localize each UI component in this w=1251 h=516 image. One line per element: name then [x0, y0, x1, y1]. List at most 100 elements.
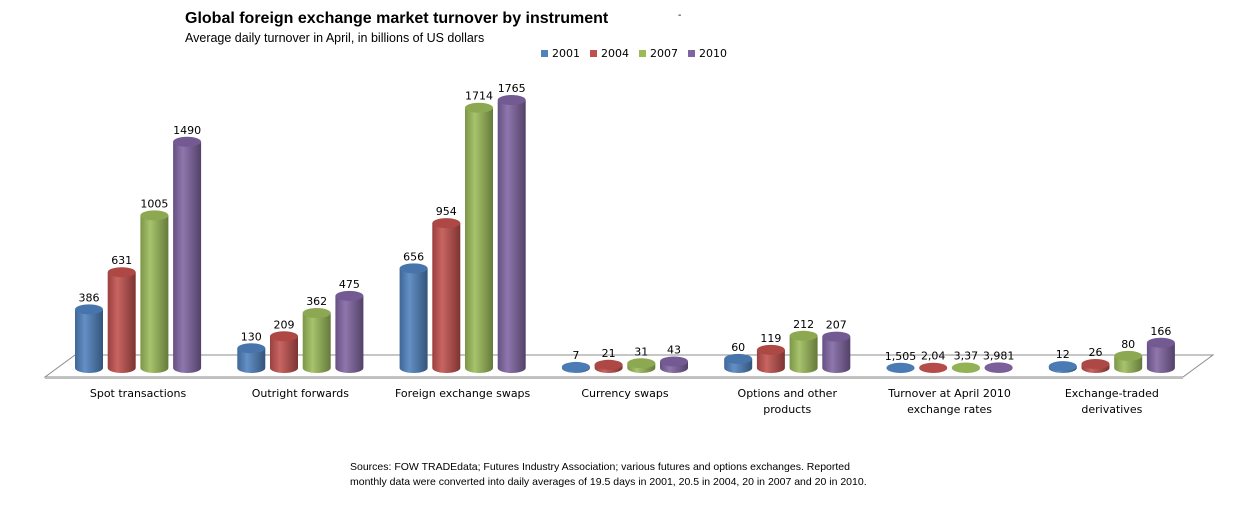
bar-2001-2: [399, 263, 428, 373]
bar-body: [789, 335, 818, 373]
data-label: 1005: [140, 197, 168, 210]
legend-item-2004: 2004: [590, 47, 629, 60]
bar-cap: [173, 136, 202, 147]
bar-2007-3: [627, 358, 656, 373]
bar-cap: [497, 95, 526, 105]
category-label: products: [763, 403, 811, 416]
data-label: 21: [602, 347, 616, 360]
bar-cap: [465, 102, 493, 113]
category-label: Outright forwards: [252, 387, 349, 400]
bar-2004-4: [756, 344, 785, 373]
bars-layer: [75, 95, 1175, 374]
bar-body: [432, 223, 461, 373]
data-label: 209: [274, 318, 295, 331]
category-label: derivatives: [1081, 403, 1142, 416]
bar-body: [270, 336, 298, 373]
bar-cap: [75, 304, 103, 315]
bar-body: [1146, 342, 1175, 373]
bar-cap: [561, 361, 590, 372]
category-label: Currency swaps: [581, 387, 669, 400]
legend-label: 2004: [601, 47, 629, 60]
bar-cap: [822, 331, 851, 342]
legend-swatch: [541, 50, 548, 57]
legend-label: 2010: [699, 47, 727, 60]
category-label: exchange rates: [907, 403, 992, 416]
bar-body: [335, 295, 364, 373]
bar-2004-5: [919, 362, 948, 373]
bar-2007-2: [465, 102, 493, 374]
legend-swatch: [688, 50, 695, 57]
bar-body: [822, 336, 851, 373]
bar-2004-0: [107, 267, 136, 373]
bar-2004-3: [594, 359, 623, 373]
chart-subtitle: Average daily turnover in April, in bill…: [185, 31, 485, 45]
bar-cap: [140, 210, 169, 221]
bar-2007-4: [789, 330, 818, 373]
bar-cap: [1081, 359, 1110, 370]
bar-cap: [919, 362, 948, 373]
bar-cap: [756, 344, 785, 355]
bar-cap: [594, 359, 623, 370]
legend-item-2001: 2001: [541, 47, 580, 60]
bar-2010-2: [497, 95, 526, 373]
category-labels-layer: Spot transactions Outright forwards Foreig…: [90, 387, 1159, 416]
sources-line-2: monthly data were converted into daily a…: [350, 476, 867, 488]
sources-note: Sources: FOW TRADEdata; Futures Industry…: [350, 460, 867, 490]
bar-body: [465, 107, 493, 374]
bar-body: [756, 349, 785, 373]
bar-body: [302, 313, 331, 373]
bar-cap: [886, 362, 915, 373]
bar-2001-6: [1048, 361, 1077, 373]
bar-cap: [1048, 361, 1077, 372]
category-label: Exchange-traded: [1065, 387, 1159, 400]
data-label: 43: [667, 343, 681, 356]
bar-2007-6: [1114, 350, 1143, 373]
bar-2004-2: [432, 218, 461, 373]
bar-cap: [984, 362, 1013, 373]
data-label: 2,04: [921, 350, 946, 363]
data-label: 80: [1121, 338, 1135, 351]
data-label: 166: [1150, 325, 1171, 338]
bar-cap: [789, 330, 818, 341]
data-label: 26: [1089, 346, 1103, 359]
bar-2004-1: [270, 331, 298, 373]
data-label: 31: [634, 345, 648, 358]
bar-2007-5: [951, 362, 980, 373]
data-label: 656: [403, 250, 424, 263]
bar-2001-1: [237, 343, 266, 373]
category-label: Foreign exchange swaps: [395, 387, 531, 400]
legend-item-2007: 2007: [639, 47, 678, 60]
bar-cap: [660, 356, 688, 367]
data-label: 954: [436, 205, 457, 218]
category-label: Spot transactions: [90, 387, 187, 400]
bar-2007-1: [302, 308, 331, 373]
bar-2007-0: [140, 210, 169, 373]
data-label: 1765: [498, 82, 526, 95]
bar-body: [497, 100, 526, 373]
bar-2010-6: [1146, 337, 1175, 373]
bar-cap: [237, 343, 266, 354]
data-label: 130: [241, 330, 262, 343]
data-label: 362: [306, 295, 327, 308]
bar-body: [173, 141, 202, 373]
bar-cap: [399, 263, 428, 274]
data-label: 1714: [465, 90, 493, 103]
category-label: Turnover at April 2010: [887, 387, 1011, 400]
data-label: 3,981: [983, 349, 1015, 362]
bar-cap: [951, 362, 980, 373]
bar-cap: [270, 331, 298, 342]
bar-2001-4: [724, 353, 753, 373]
bar-2001-0: [75, 304, 103, 373]
bar-2001-3: [561, 361, 590, 373]
bar-body: [75, 309, 103, 373]
data-label: 1,505: [885, 350, 917, 363]
bar-cap: [1114, 350, 1143, 361]
data-label: 12: [1056, 348, 1070, 361]
legend-label: 2001: [552, 47, 580, 60]
bar-cap: [724, 353, 753, 364]
bar-2004-6: [1081, 359, 1110, 373]
bar-2010-1: [335, 290, 364, 373]
bar-body: [399, 268, 428, 373]
data-label: 1490: [173, 124, 201, 137]
legend-item-2010: 2010: [688, 47, 727, 60]
